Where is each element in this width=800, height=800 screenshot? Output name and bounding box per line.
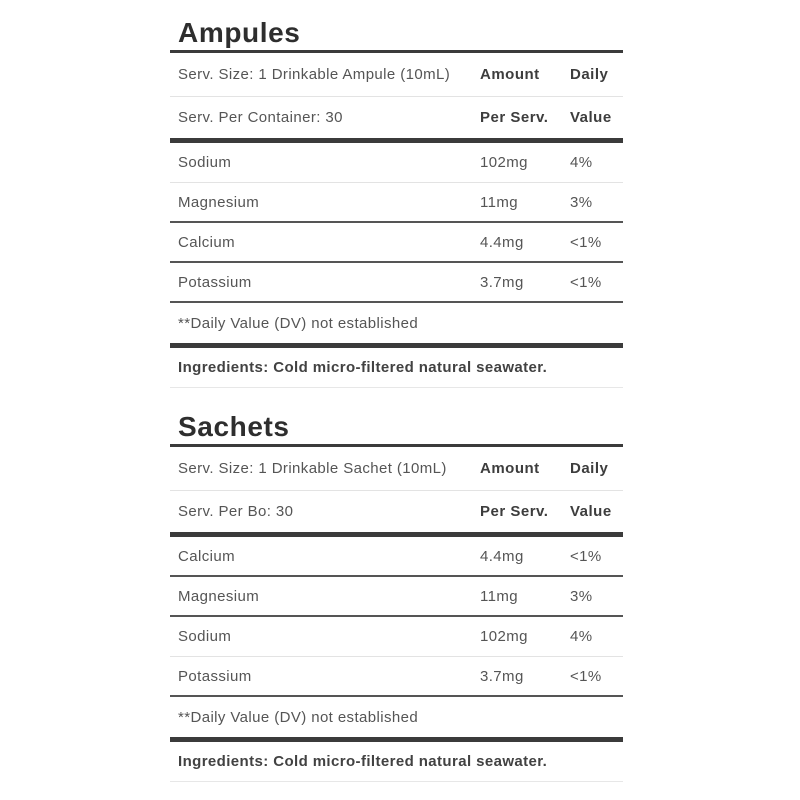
serving-size-row: Serv. Size: 1 Drinkable Sachet (10mL) Am… (170, 447, 623, 491)
thick-divider (170, 737, 623, 742)
nutrient-name: Potassium (178, 273, 252, 291)
daily-column-header: Daily (570, 66, 609, 83)
title-rule (170, 444, 623, 447)
servings-per-label: Serv. Per Container: 30 (178, 109, 343, 126)
title-rule (170, 50, 623, 53)
nutrient-daily-value: <1% (570, 667, 602, 685)
nutrient-row: Magnesium 11mg 3% (170, 577, 623, 617)
servings-per-label: Serv. Per Bo: 30 (178, 503, 294, 520)
daily-column-subheader: Value (570, 503, 612, 520)
nutrient-name: Potassium (178, 667, 252, 685)
ingredients-row: Ingredients: Cold micro-filtered natural… (170, 742, 623, 782)
amount-column-header: Amount (480, 460, 540, 477)
nutrient-daily-value: 4% (570, 628, 593, 645)
servings-per-row: Serv. Per Bo: 30 Per Serv. Value (170, 491, 623, 532)
section-title-ampules: Ampules (178, 17, 301, 48)
amount-column-subheader: Per Serv. (480, 109, 549, 126)
footnote-text: **Daily Value (DV) not established (178, 708, 419, 726)
daily-value-footnote: **Daily Value (DV) not established (170, 697, 623, 737)
daily-value-footnote: **Daily Value (DV) not established (170, 303, 623, 343)
nutrient-amount: 11mg (480, 193, 519, 211)
nutrient-amount: 11mg (480, 587, 519, 605)
nutrient-daily-value: <1% (570, 273, 602, 291)
serving-size-label: Serv. Size: 1 Drinkable Sachet (10mL) (178, 460, 447, 477)
serving-size-row: Serv. Size: 1 Drinkable Ampule (10mL) Am… (170, 53, 623, 97)
footnote-text: **Daily Value (DV) not established (178, 314, 419, 332)
section-title-sachets: Sachets (178, 411, 290, 442)
section-sachets: Sachets Serv. Size: 1 Drinkable Sachet (… (170, 410, 623, 782)
nutrient-row: Potassium 3.7mg <1% (170, 263, 623, 303)
nutrient-amount: 3.7mg (480, 273, 524, 291)
nutrient-row: Calcium 4.4mg <1% (170, 223, 623, 263)
nutrient-amount: 102mg (480, 628, 528, 645)
nutrient-name: Calcium (178, 233, 235, 251)
nutrient-amount: 102mg (480, 154, 528, 171)
servings-per-row: Serv. Per Container: 30 Per Serv. Value (170, 97, 623, 138)
serving-size-label: Serv. Size: 1 Drinkable Ampule (10mL) (178, 66, 451, 83)
ingredients-text: Ingredients: Cold micro-filtered natural… (178, 359, 548, 376)
supplement-facts-label: Ampules Serv. Size: 1 Drinkable Ampule (… (170, 16, 623, 782)
nutrient-amount: 4.4mg (480, 233, 524, 251)
nutrient-row: Sodium 102mg 4% (170, 143, 623, 183)
nutrient-row: Potassium 3.7mg <1% (170, 657, 623, 697)
nutrient-daily-value: 3% (570, 193, 593, 211)
nutrient-daily-value: <1% (570, 233, 602, 251)
thick-divider (170, 343, 623, 348)
nutrient-row: Magnesium 11mg 3% (170, 183, 623, 223)
nutrient-name: Magnesium (178, 193, 260, 211)
nutrient-daily-value: 3% (570, 587, 593, 605)
nutrient-amount: 4.4mg (480, 547, 524, 565)
ingredients-row: Ingredients: Cold micro-filtered natural… (170, 348, 623, 388)
amount-column-subheader: Per Serv. (480, 503, 549, 520)
nutrient-name: Sodium (178, 628, 232, 645)
section-ampules: Ampules Serv. Size: 1 Drinkable Ampule (… (170, 16, 623, 388)
nutrient-amount: 3.7mg (480, 667, 524, 685)
nutrient-name: Calcium (178, 547, 235, 565)
amount-column-header: Amount (480, 66, 540, 83)
nutrient-row: Calcium 4.4mg <1% (170, 537, 623, 577)
thick-divider (170, 138, 623, 143)
daily-column-subheader: Value (570, 109, 612, 126)
ingredients-text: Ingredients: Cold micro-filtered natural… (178, 753, 548, 770)
nutrient-daily-value: <1% (570, 547, 602, 565)
thick-divider (170, 532, 623, 537)
nutrient-name: Magnesium (178, 587, 260, 605)
nutrient-row: Sodium 102mg 4% (170, 617, 623, 657)
nutrient-name: Sodium (178, 154, 232, 171)
nutrient-daily-value: 4% (570, 154, 593, 171)
daily-column-header: Daily (570, 460, 609, 477)
